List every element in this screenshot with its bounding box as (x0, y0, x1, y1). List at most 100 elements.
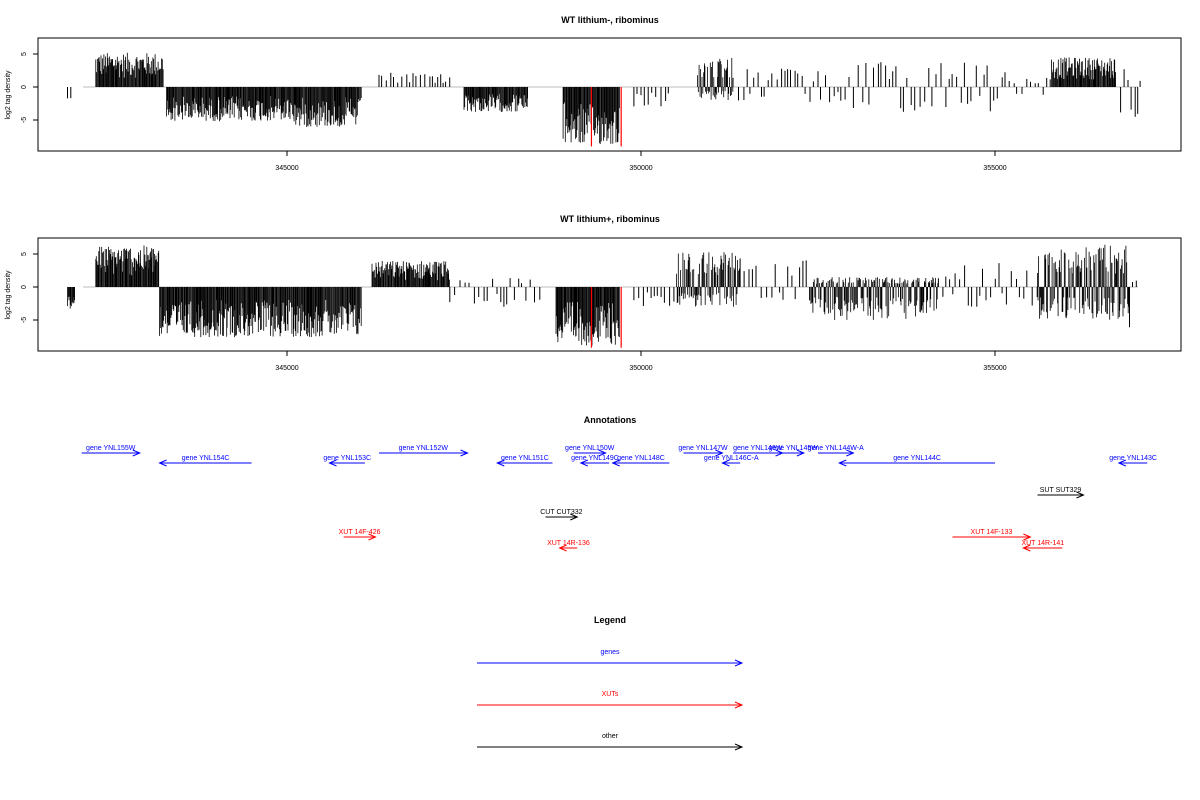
legend-entry: other (477, 733, 744, 751)
legend-label: XUTs (602, 691, 619, 698)
annotation-label: gene YNL144C (893, 455, 941, 462)
panel-1-highlight-bars (590, 87, 622, 147)
panel-2-x-axis: 345000 350000 355000 (275, 350, 1007, 372)
panel-1-x-axis: 345000 350000 355000 (275, 150, 1007, 172)
legend-label: genes (600, 649, 620, 656)
x-tick-label: 345000 (275, 365, 298, 372)
annotation-feature: gene YNL149C (571, 455, 619, 467)
x-tick-label: 350000 (629, 165, 652, 172)
panel-2-highlight-bars (590, 287, 622, 348)
annotation-label: gene YNL150W (565, 445, 615, 452)
annotation-arrowhead (579, 459, 589, 467)
panel-2-title: WT lithium+, ribominus (560, 214, 660, 224)
annotation-arrowhead (368, 533, 377, 541)
annotation-arrowhead (846, 449, 855, 457)
x-tick-label: 345000 (275, 165, 298, 172)
annotation-feature: XUT 14F-133 (952, 529, 1032, 541)
panel-1-title: WT lithium-, ribominus (561, 15, 659, 25)
legend-entry: genes (477, 649, 744, 667)
annotation-feature: gene YNL144W-A (808, 445, 864, 457)
y-axis-label: log2 tag density (5, 70, 12, 120)
annotation-arrowhead (460, 449, 469, 457)
annotation-label: gene YNL146W (733, 445, 783, 452)
legend-label: other (602, 733, 619, 740)
annotation-arrowhead (132, 449, 142, 457)
legend-entry: XUTs (477, 691, 744, 709)
legend-entries: genes XUTs other (477, 649, 744, 751)
annotation-label: gene YNL143C (1109, 455, 1157, 462)
annotation-label: gene YNL151C (501, 455, 549, 462)
annotation-label: gene YNL147W (678, 445, 728, 452)
annotation-feature: gene YNL155W (81, 445, 142, 457)
annotation-label: XUT 14R-141 (1021, 540, 1064, 547)
annotation-arrowhead (796, 449, 806, 457)
annotation-feature: gene YNL145W (769, 445, 819, 457)
annotation-label: gene YNL146C-A (704, 455, 759, 462)
annotation-label: gene YNL153C (323, 455, 371, 462)
annotation-arrowhead (1117, 459, 1127, 467)
x-tick-label: 355000 (983, 365, 1006, 372)
annotation-feature: gene YNL153C (323, 455, 371, 467)
legend-arrowhead (734, 701, 744, 709)
annotation-feature: gene YNL143C (1109, 455, 1157, 467)
annotation-arrowhead (715, 449, 724, 457)
panel-1-y-axis: 5 0 -5 log2 tag density (5, 52, 39, 123)
y-tick-label: -5 (21, 117, 28, 123)
y-tick-label: 0 (21, 285, 28, 289)
annotation-label: gene YNL145W (769, 445, 819, 452)
annotation-feature: SUT SUT329 (1037, 487, 1085, 499)
annotation-feature: gene YNL144C (837, 455, 995, 467)
annotation-label: gene YNL152W (399, 445, 449, 452)
annotation-feature: gene YNL154C (158, 455, 252, 467)
legend-arrowhead (734, 659, 744, 667)
panel-lithium-plus: WT lithium+, ribominus 345000 350000 355… (5, 214, 1182, 372)
annotation-label: gene YNL154C (182, 455, 230, 462)
annotation-arrowhead (1022, 544, 1031, 552)
annotation-arrowhead (570, 513, 579, 521)
annotation-feature: gene YNL147W (678, 445, 728, 457)
annotation-label: XUT 14F-426 (339, 529, 381, 536)
legend-title: Legend (594, 615, 626, 625)
annotation-arrowhead (837, 459, 847, 467)
annotations-title: Annotations (584, 415, 637, 425)
legend-arrowhead (734, 743, 744, 751)
annotation-arrowhead (611, 459, 620, 467)
annotation-label: gene YNL149C (571, 455, 619, 462)
annotation-feature: gene YNL152W (379, 445, 469, 457)
annotation-arrowhead (496, 459, 505, 467)
annotation-label: CUT CUT332 (540, 509, 582, 516)
annotation-feature: XUT 14R-141 (1021, 540, 1064, 552)
annotation-feature: gene YNL150W (565, 445, 615, 457)
annotation-arrowhead (721, 459, 730, 467)
annotation-label: SUT SUT329 (1040, 487, 1082, 494)
annotation-label: gene YNL144W-A (808, 445, 864, 452)
panel-2-bars (67, 244, 1137, 346)
y-tick-label: 5 (21, 52, 28, 56)
y-tick-label: 0 (21, 85, 28, 89)
panel-lithium-minus: WT lithium-, ribominus 345000 350000 355… (5, 15, 1182, 172)
y-tick-label: 5 (21, 252, 28, 256)
annotation-feature: gene YNL151C (496, 455, 553, 467)
x-tick-label: 355000 (983, 165, 1006, 172)
annotation-arrowhead (158, 459, 167, 467)
x-tick-label: 350000 (629, 365, 652, 372)
annotation-arrowhead (1076, 491, 1085, 499)
annotation-arrowhead (328, 459, 337, 467)
y-tick-label: -5 (21, 317, 28, 323)
y-axis-label: log2 tag density (5, 270, 12, 320)
annotation-feature: XUT 14R-136 (547, 540, 590, 552)
annotation-feature: gene YNL148C (611, 455, 670, 467)
legend-section: Legend genes XUTs other (477, 615, 744, 751)
annotation-feature: CUT CUT332 (540, 509, 583, 521)
annotation-features: gene YNL155W gene YNL154C gene YNL153C gene… (81, 445, 1157, 552)
annotation-label: XUT 14F-133 (971, 529, 1013, 536)
annotation-label: XUT 14R-136 (547, 540, 590, 547)
annotation-feature: XUT 14F-426 (339, 529, 381, 541)
annotation-arrowhead (598, 449, 607, 457)
panel-1-bars (67, 52, 1141, 144)
annotation-label: gene YNL155W (86, 445, 136, 452)
panel-2-y-axis: 5 0 -5 log2 tag density (5, 252, 39, 323)
annotation-feature: gene YNL146C-A (704, 455, 759, 467)
